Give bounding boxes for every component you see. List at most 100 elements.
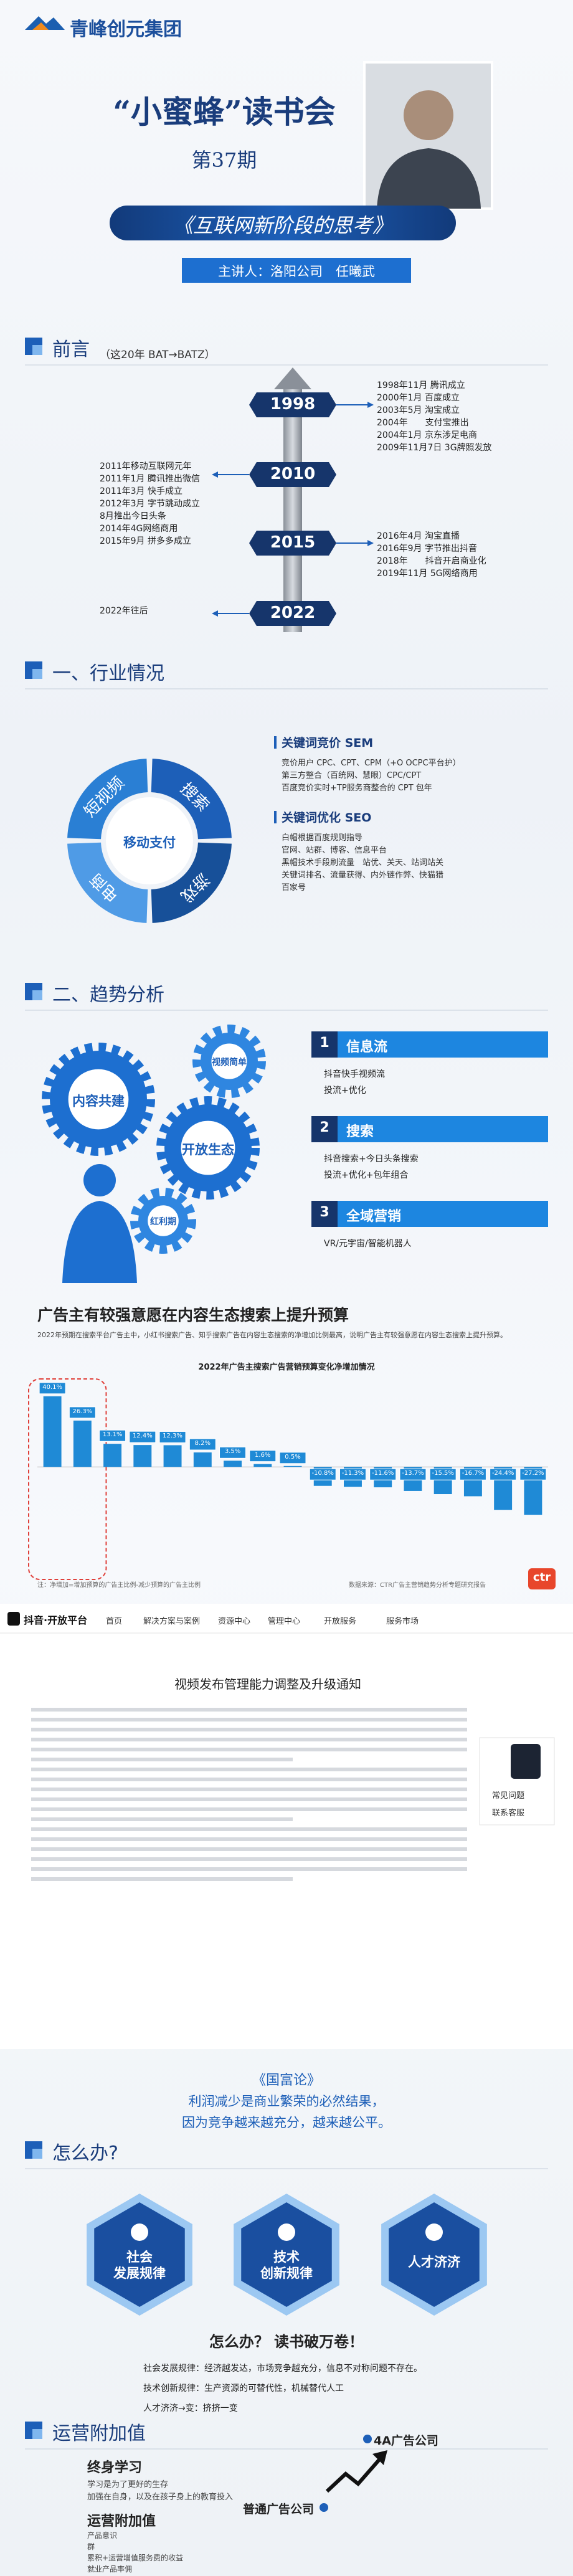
nav-item: 解决方案与案例 (143, 1617, 201, 1626)
gear-label: 内容共建 (72, 1094, 125, 1109)
notice-text-line (31, 1807, 467, 1811)
step-title: 信息流 (346, 1039, 388, 1055)
step-item: VR/元宇宙/智能机器人 (324, 1239, 412, 1249)
notice-text-line (31, 1708, 467, 1712)
report-headline: 广告主有较强意愿在内容生态搜索上提升预算 (37, 1306, 349, 1324)
value-label: 12.4% (132, 1432, 153, 1440)
timeline-event: 2009年11月7日 3G牌照发放 (377, 443, 492, 453)
logo-accent (32, 22, 49, 30)
brand-icon (7, 1612, 20, 1626)
step-number-box (311, 1201, 338, 1227)
keyword-item: 第三方整合（百统网、慧眼）CPC/CPT (282, 771, 422, 780)
gear-label: 红利期 (150, 1217, 176, 1227)
section-icon-accent (32, 990, 42, 1000)
block-item: 加强在自身，以及在孩子身上的教育投入 (87, 2493, 234, 2502)
value-label: 26.3% (72, 1408, 93, 1415)
step-item: 投流+优化+包年组合 (324, 1170, 409, 1180)
source-logo: ctr (533, 1571, 551, 1584)
timeline-event: 2011年3月 快手成立 (100, 486, 182, 496)
keyword-item: 关键词排名、流量获得、内外链作弊、快猫猎 (282, 871, 444, 880)
notice-text-line (31, 1867, 467, 1871)
badge (94, 2202, 185, 2307)
connector-head (367, 402, 374, 408)
gear-hub (181, 1120, 235, 1175)
value-label: -27.2% (522, 1470, 544, 1477)
section-subheading: （这20年 BAT→BATZ） (100, 349, 215, 361)
gear-label: 视频简单 (212, 1058, 247, 1068)
value-label: -11.3% (341, 1470, 364, 1477)
badge-label: 社会 (126, 2250, 153, 2265)
highlight-box (28, 1378, 107, 1580)
tier-label: 4A广告公司 (374, 2434, 438, 2448)
block-title: 终身学习 (87, 2460, 143, 2476)
timeline-event: 2016年9月 字节推出抖音 (377, 544, 477, 554)
keyword-item: 百家号 (282, 883, 306, 893)
value-label-box (39, 1382, 66, 1395)
year-label: 1998 (270, 395, 316, 414)
value-label: 3.5% (224, 1448, 241, 1456)
value-label: 13.1% (102, 1431, 123, 1439)
worker-body (62, 1201, 137, 1283)
value-label: 0.5% (285, 1453, 301, 1461)
notice-text-line (31, 1857, 467, 1861)
year-badge (249, 601, 336, 626)
step-title: 搜索 (346, 1124, 374, 1140)
value-label-box (279, 1452, 306, 1464)
bar (283, 1466, 302, 1467)
photo-body (377, 148, 481, 209)
quote-line: 因为竞争越来越充分，越来越公平。 (182, 2115, 391, 2130)
step-number: 2 (320, 1120, 329, 1135)
badge (389, 2202, 480, 2307)
nav-item: 资源中心 (218, 1617, 251, 1626)
tier-dot (363, 2435, 372, 2443)
step-bar (311, 1116, 548, 1142)
badge-label: 发展规律 (113, 2266, 166, 2281)
bar (133, 1445, 152, 1467)
timeline-event: 2022年往后 (100, 606, 148, 616)
donut-segment (151, 759, 232, 840)
badge-label: 技术 (273, 2250, 300, 2265)
quote-line: 利润减少是商业繁荣的必然结果， (188, 2094, 385, 2109)
timeline-event: 2015年9月 拼多多成立 (100, 536, 191, 546)
speaker-bar (182, 258, 411, 283)
value-label: 40.1% (42, 1383, 62, 1391)
gear-hub (211, 1043, 247, 1079)
gear-label: 开放生态 (182, 1142, 234, 1157)
block-item: 学习是为了更好的生存 (87, 2480, 169, 2489)
value-label: -11.6% (372, 1470, 394, 1477)
bar (193, 1452, 212, 1467)
value-label: -13.7% (402, 1470, 424, 1477)
notice-text-line (31, 1797, 467, 1801)
badge-icon (278, 2223, 295, 2241)
bar (73, 1420, 92, 1467)
section-heading: 二、趋势分析 (52, 984, 164, 1006)
connector-head (212, 610, 218, 617)
growth-arrow-head (372, 2450, 387, 2465)
timeline-event: 8月推出今日头条 (100, 511, 166, 521)
section-icon-accent (32, 2429, 42, 2439)
timeline-event: 2004年 支付宝推出 (377, 418, 469, 428)
nav-item: 开放服务 (324, 1617, 357, 1626)
section-icon-accent (32, 2149, 42, 2159)
notice-text-line (31, 1817, 293, 1821)
quote-source: 《国富论》 (252, 2073, 321, 2088)
value-label: -16.7% (462, 1470, 485, 1477)
year-badge (249, 462, 336, 487)
step-bar (311, 1201, 548, 1227)
timeline-event: 2004年1月 京东涉足电商 (377, 430, 477, 440)
section-heading: 运营附加值 (52, 2423, 146, 2445)
connector-head (367, 540, 374, 546)
topic: 《互联网新阶段的思考》 (173, 214, 393, 237)
notice-text-line (31, 1758, 293, 1761)
value-label-box (339, 1468, 366, 1480)
issue: 第37期 (191, 148, 257, 172)
logo-icon (25, 16, 65, 30)
timeline-event: 1998年11月 腾讯成立 (377, 381, 465, 391)
donut-center (106, 797, 193, 884)
block-title: 运营附加值 (87, 2514, 156, 2529)
solution-point: 社会发展规律：经济越发达，市场竞争越充分，信息不对称问题不存在。 (143, 2364, 422, 2374)
value-label-box (459, 1468, 486, 1480)
report-intro: 2022年预期在搜索平台广告主中，小红书搜索广告、知乎搜索广告在内容生态搜索的净… (37, 1331, 507, 1339)
